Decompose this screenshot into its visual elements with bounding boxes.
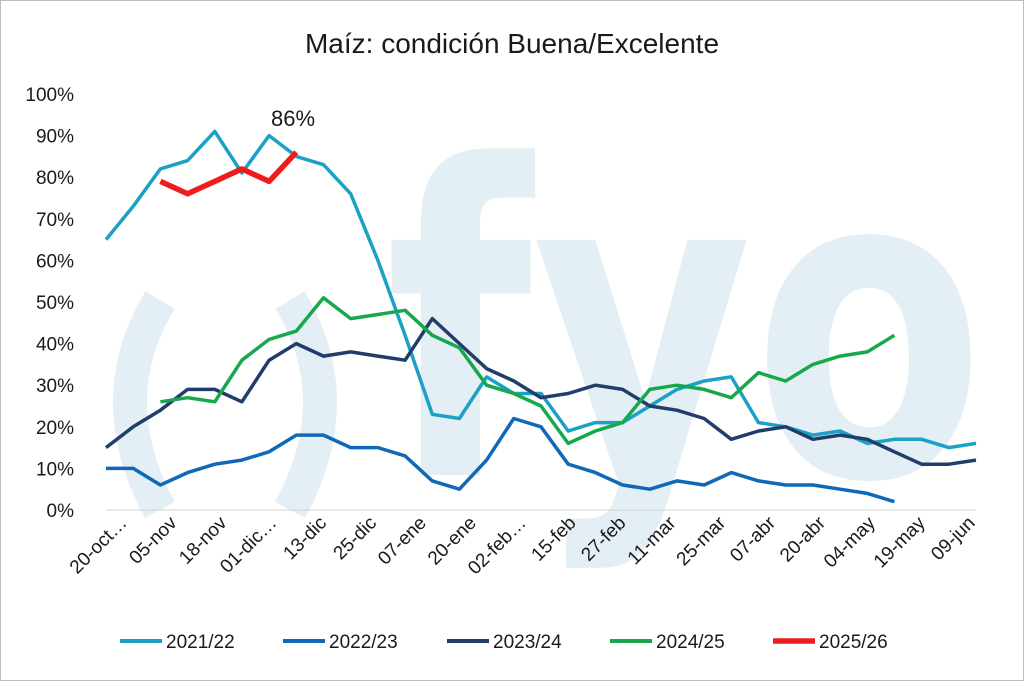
x-tick-label: 05-nov	[125, 512, 181, 568]
y-tick-label: 30%	[36, 376, 74, 397]
legend: 2021/22 2022/23 2023/24 2024/25 2025/26	[120, 632, 888, 653]
legend-item-2025-26: 2025/26	[773, 632, 888, 653]
series-lines	[104, 129, 977, 504]
series-line-2025-26	[159, 150, 299, 197]
watermark-left-paren	[113, 291, 176, 519]
x-tick-label: 13-dic	[280, 513, 331, 564]
y-tick-label: 70%	[36, 210, 74, 231]
y-tick-label: 80%	[36, 168, 74, 189]
y-tick-label: 10%	[36, 459, 74, 480]
series-line-2021-22	[104, 129, 977, 450]
x-tick-label: 20-oct…	[66, 513, 132, 579]
legend-label: 2021/22	[166, 632, 235, 653]
y-tick-label: 60%	[36, 251, 74, 272]
legend-label: 2023/24	[493, 632, 562, 653]
y-tick-label: 0%	[47, 501, 75, 522]
y-axis-ticks: 0% 10% 20% 30% 40% 50% 60% 70% 80% 90% 100%	[25, 85, 74, 522]
legend-item-2023-24: 2023/24	[447, 632, 562, 653]
legend-item-2024-25: 2024/25	[610, 632, 725, 653]
series-line-2023-24	[104, 316, 977, 466]
legend-label: 2022/23	[329, 632, 398, 653]
watermark-text: fyo	[385, 77, 985, 577]
annotation-label: 86%	[271, 106, 315, 131]
series-line-2022-23	[106, 416, 895, 504]
y-tick-label: 50%	[36, 293, 74, 314]
y-tick-label: 90%	[36, 127, 74, 148]
y-tick-label: 20%	[36, 418, 74, 439]
x-tick-label: 25-dic	[330, 513, 381, 564]
legend-item-2021-22: 2021/22	[120, 632, 235, 653]
y-tick-label: 100%	[25, 85, 74, 106]
legend-item-2022-23: 2022/23	[283, 632, 398, 653]
chart-title: Maíz: condición Buena/Excelente	[305, 28, 719, 59]
legend-label: 2025/26	[819, 632, 888, 653]
y-tick-label: 40%	[36, 335, 74, 356]
series-line-2024-25	[160, 296, 896, 446]
legend-label: 2024/25	[656, 632, 725, 653]
